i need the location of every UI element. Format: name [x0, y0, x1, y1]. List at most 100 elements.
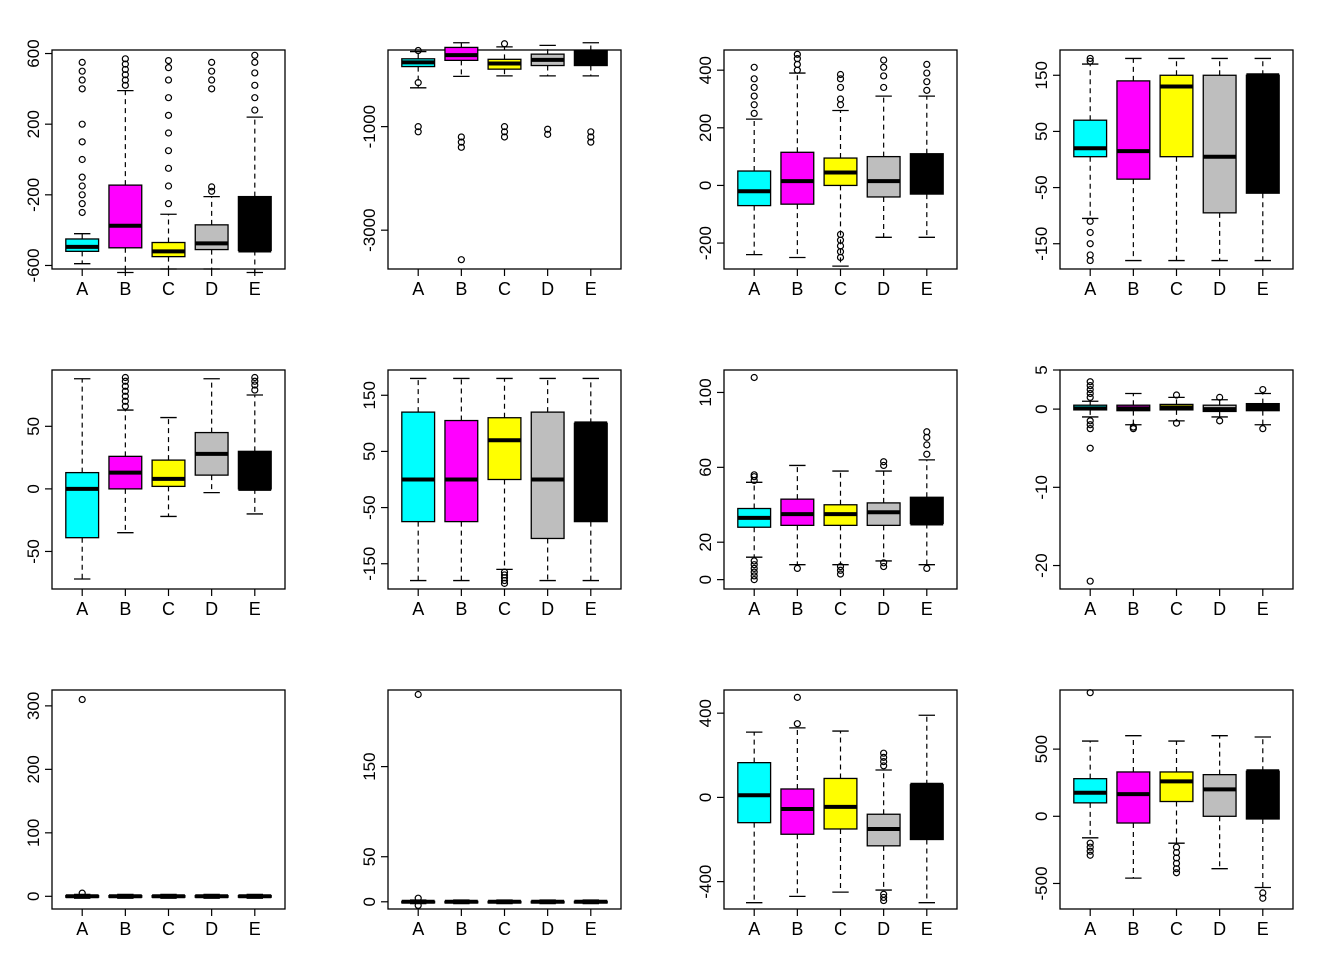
box-A [401, 690, 436, 909]
x-tick-label: B [791, 599, 803, 619]
box-B [1116, 735, 1151, 879]
outlier-point [1172, 859, 1181, 867]
outlier-point [793, 66, 801, 74]
x-tick-label: C [498, 919, 511, 939]
outlier-point [251, 377, 259, 385]
outlier-point [78, 208, 86, 217]
y-tick-label: 100 [24, 819, 43, 847]
x-tick-label: B [119, 599, 131, 619]
y-tick-label: 500 [1032, 735, 1051, 763]
box-B [108, 893, 143, 899]
y-tick-label: 0 [24, 892, 43, 901]
outlier-point [500, 133, 509, 141]
y-tick-label: -3000 [360, 208, 379, 251]
x-tick-label: C [1170, 919, 1183, 939]
y-tick-label: 50 [360, 847, 379, 866]
outlier-point [1086, 57, 1094, 65]
outlier-point [1172, 854, 1181, 862]
outlier-point [78, 182, 86, 190]
panel-5: -50 0 50 A B C D E [24, 369, 286, 619]
box-D [1202, 393, 1237, 425]
outlier-point [750, 568, 758, 576]
y-tick-label: -50 [24, 539, 43, 564]
y-tick-label: 50 [360, 442, 379, 461]
box-E [573, 899, 608, 905]
outlier-point [880, 461, 888, 470]
box-B [444, 899, 479, 905]
outlier-point [836, 562, 845, 571]
outlier-point [880, 562, 888, 571]
outlier-point [750, 557, 758, 565]
box-iqr [1202, 74, 1237, 214]
x-tick-label: D [877, 599, 890, 619]
outlier-point [1086, 689, 1094, 697]
y-tick-label: 200 [24, 755, 43, 783]
y-tick-label: 300 [24, 692, 43, 720]
y-tick-label: 600 [24, 39, 43, 67]
outlier-point [414, 690, 422, 699]
x-tick-label: D [1213, 599, 1226, 619]
outlier-point [923, 78, 931, 86]
outlier-point [923, 428, 931, 436]
outlier-point [1086, 839, 1094, 847]
outlier-point [750, 101, 758, 109]
box-D [866, 749, 901, 905]
plot-frame [51, 689, 286, 910]
y-tick-label: 50 [1032, 122, 1051, 141]
x-tick-label: D [541, 599, 554, 619]
box-iqr [1116, 771, 1151, 824]
outlier-point [414, 894, 422, 902]
box-C [487, 40, 522, 141]
box-iqr [530, 411, 565, 540]
outlier-point [836, 101, 845, 109]
box-iqr [1073, 778, 1108, 804]
x-tick-label: D [1213, 279, 1226, 299]
box-E [909, 60, 944, 238]
box-A [737, 731, 772, 904]
outlier-point [836, 70, 845, 79]
x-tick-label: D [541, 279, 554, 299]
y-tick-label: 150 [360, 752, 379, 780]
outlier-point [500, 128, 509, 136]
outlier-point [208, 58, 216, 66]
box-B [780, 693, 815, 898]
outlier-point [587, 128, 595, 136]
x-tick-label: E [249, 599, 261, 619]
y-tick-label: -20 [1032, 553, 1051, 578]
box-C [823, 730, 858, 893]
outlier-point [923, 69, 931, 77]
box-C [151, 416, 186, 518]
outlier-point [208, 85, 216, 93]
y-tick-label: -200 [24, 178, 43, 212]
outlier-point [164, 129, 173, 137]
box-iqr [866, 155, 901, 198]
outlier-point [880, 559, 888, 567]
outlier-point [1086, 385, 1094, 394]
x-tick-label: A [1084, 599, 1096, 619]
box-iqr [823, 777, 858, 830]
outlier-point [1259, 894, 1267, 902]
plot-frame [387, 49, 622, 270]
outlier-point [78, 889, 86, 897]
box-C [1159, 740, 1194, 877]
y-tick-label: 400 [696, 56, 715, 84]
y-tick-label: -150 [360, 547, 379, 581]
outlier-point [121, 65, 129, 74]
x-tick-label: C [162, 919, 175, 939]
outlier-point [1086, 393, 1094, 401]
panel-1: -600 -200 200 600 A B C D E [24, 39, 286, 299]
box-iqr [780, 788, 815, 835]
outlier-point [880, 896, 888, 905]
x-tick-label: B [455, 919, 467, 939]
x-tick-label: B [1127, 599, 1139, 619]
outlier-point [750, 561, 758, 569]
box-D [866, 56, 901, 238]
box-A [737, 373, 772, 584]
y-tick-label: 100 [696, 378, 715, 406]
box-C [487, 377, 522, 587]
box-B [108, 373, 143, 534]
x-tick-label: C [834, 279, 847, 299]
box-B [444, 42, 479, 264]
outlier-point [1086, 425, 1094, 433]
outlier-point [587, 133, 595, 141]
